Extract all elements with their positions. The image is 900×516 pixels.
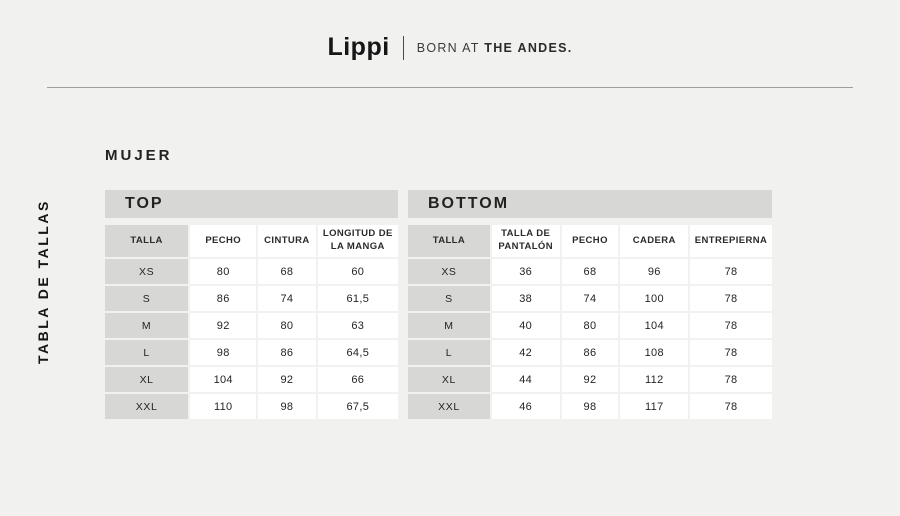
size-row: S 38 74 100 78 [408, 286, 772, 311]
bottom-size-table-section: BOTTOM TALLA TALLA DE PANTALÓN PECHO CADERA… [408, 190, 772, 419]
column-header-row: TALLA TALLA DE PANTALÓN PECHO CADERA ENTREPI… [408, 225, 772, 257]
header-divider-line [47, 87, 853, 88]
column-header: LONGITUD DE LA MANGA [317, 225, 398, 257]
column-header: CADERA [620, 225, 689, 257]
column-header-row: TALLA PECHO CINTURA LONGITUD DE LA MANGA [105, 225, 398, 257]
measurement-value: 38 [491, 286, 560, 311]
measurement-value: 66 [317, 367, 398, 392]
measurement-value: 78 [690, 340, 772, 365]
measurement-value: 112 [620, 367, 689, 392]
column-header: PECHO [190, 225, 257, 257]
measurement-value: 98 [190, 340, 257, 365]
logo-divider [402, 35, 404, 60]
size-label: L [408, 340, 490, 365]
measurement-value: 117 [620, 394, 689, 419]
tagline-regular: BORN AT [416, 40, 485, 55]
measurement-value: 86 [258, 340, 316, 365]
top-size-table-section: TOP TALLA PECHO CINTURA LONGITUD DE LA MANG… [105, 190, 398, 419]
size-row: XS 80 68 60 [105, 259, 398, 284]
column-header: CINTURA [258, 225, 316, 257]
measurement-value: 36 [491, 259, 560, 284]
size-label: S [105, 286, 189, 311]
size-label: S [408, 286, 490, 311]
measurement-value: 68 [258, 259, 316, 284]
column-header: TALLA DE PANTALÓN [491, 225, 560, 257]
measurement-value: 63 [317, 313, 398, 338]
measurement-value: 78 [690, 367, 772, 392]
measurement-value: 86 [561, 340, 619, 365]
size-label: L [105, 340, 189, 365]
measurement-value: 44 [491, 367, 560, 392]
column-header: TALLA [105, 225, 189, 257]
measurement-value: 78 [690, 394, 772, 419]
section-title-mujer: MUJER [105, 147, 173, 164]
size-row: M 92 80 63 [105, 313, 398, 338]
size-label: XXL [105, 394, 189, 419]
measurement-value: 78 [690, 286, 772, 311]
size-label: M [408, 313, 490, 338]
tagline-bold: THE ANDES. [484, 40, 573, 55]
top-size-table: TALLA PECHO CINTURA LONGITUD DE LA MANGA XS 8… [103, 223, 400, 421]
measurement-value: 78 [690, 259, 772, 284]
measurement-value: 92 [190, 313, 257, 338]
column-header: PECHO [561, 225, 619, 257]
bottom-size-table: TALLA TALLA DE PANTALÓN PECHO CADERA ENTREPI… [406, 223, 774, 421]
size-row: XXL 46 98 117 78 [408, 394, 772, 419]
measurement-value: 61,5 [317, 286, 398, 311]
measurement-value: 96 [620, 259, 689, 284]
measurement-value: 74 [258, 286, 316, 311]
measurement-value: 98 [561, 394, 619, 419]
measurement-value: 46 [491, 394, 560, 419]
size-row: XL 44 92 112 78 [408, 367, 772, 392]
column-header: TALLA [408, 225, 490, 257]
size-label: XS [105, 259, 189, 284]
measurement-value: 80 [258, 313, 316, 338]
tables-row: TOP TALLA PECHO CINTURA LONGITUD DE LA MANG… [105, 190, 772, 419]
measurement-value: 104 [620, 313, 689, 338]
bottom-table-title: BOTTOM [428, 195, 510, 212]
size-chart-vertical-label: TABLA DE TALLAS [35, 199, 51, 365]
measurement-value: 98 [258, 394, 316, 419]
measurement-value: 60 [317, 259, 398, 284]
brand-tagline: BORN AT THE ANDES. [417, 41, 573, 55]
measurement-value: 100 [620, 286, 689, 311]
logo-row: Lippi BORN AT THE ANDES. [0, 33, 900, 62]
measurement-value: 86 [190, 286, 257, 311]
measurement-value: 80 [190, 259, 257, 284]
top-table-title-bar: TOP [105, 190, 398, 218]
measurement-value: 80 [561, 313, 619, 338]
measurement-value: 78 [690, 313, 772, 338]
size-row: XXL 110 98 67,5 [105, 394, 398, 419]
size-row: M 40 80 104 78 [408, 313, 772, 338]
size-row: XL 104 92 66 [105, 367, 398, 392]
column-header: ENTREPIERNA [690, 225, 772, 257]
size-row: S 86 74 61,5 [105, 286, 398, 311]
size-row: L 98 86 64,5 [105, 340, 398, 365]
size-row: XS 36 68 96 78 [408, 259, 772, 284]
measurement-value: 64,5 [317, 340, 398, 365]
size-label: XL [408, 367, 490, 392]
top-table-title: TOP [125, 195, 164, 212]
measurement-value: 42 [491, 340, 560, 365]
measurement-value: 110 [190, 394, 257, 419]
brand-logo: Lippi [327, 33, 390, 61]
content-area: MUJER TOP TALLA PECHO CINTURA LONGITUD DE L… [105, 147, 772, 419]
measurement-value: 74 [561, 286, 619, 311]
size-label: XL [105, 367, 189, 392]
size-row: L 42 86 108 78 [408, 340, 772, 365]
size-label: XS [408, 259, 490, 284]
measurement-value: 40 [491, 313, 560, 338]
size-label: XXL [408, 394, 490, 419]
measurement-value: 108 [620, 340, 689, 365]
measurement-value: 68 [561, 259, 619, 284]
bottom-table-title-bar: BOTTOM [408, 190, 772, 218]
measurement-value: 92 [258, 367, 316, 392]
measurement-value: 104 [190, 367, 257, 392]
size-label: M [105, 313, 189, 338]
measurement-value: 92 [561, 367, 619, 392]
measurement-value: 67,5 [317, 394, 398, 419]
